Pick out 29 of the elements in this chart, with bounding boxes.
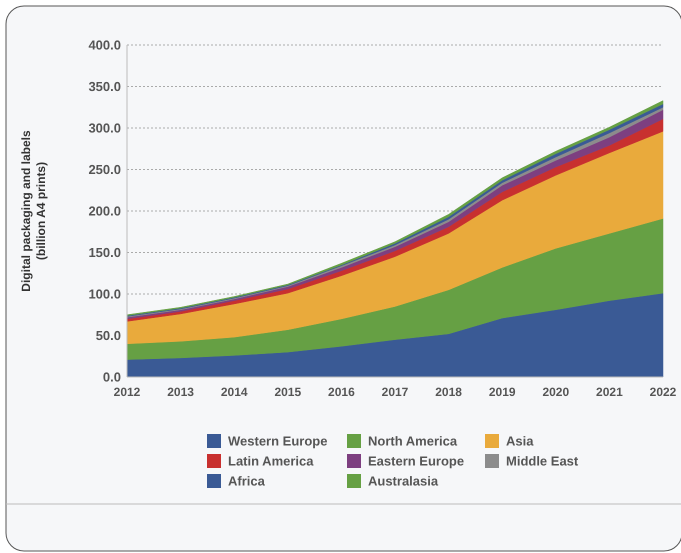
y-tick-label: 50.0 <box>96 328 121 344</box>
legend-label: Middle East <box>506 454 579 469</box>
y-tick-label: 100.0 <box>88 286 121 302</box>
x-tick-label: 2015 <box>274 385 302 399</box>
y-tick-label: 300.0 <box>88 120 121 136</box>
y-tick-label: 150.0 <box>88 245 121 260</box>
y-tick-label: 400.0 <box>88 38 121 53</box>
x-tick-label: 2020 <box>542 385 570 399</box>
x-tick-label: 2012 <box>114 385 141 399</box>
x-tick-label: 2017 <box>382 385 409 399</box>
x-tick-label: 2019 <box>488 385 516 399</box>
x-tick-label: 2014 <box>220 385 248 399</box>
y-tick-label: 200.0 <box>88 204 121 219</box>
legend-label: Africa <box>228 474 266 489</box>
x-tick-label: 2016 <box>328 385 356 399</box>
legend-label: Asia <box>506 434 534 449</box>
legend-label: Western Europe <box>228 434 328 449</box>
x-tick-label: 2018 <box>435 385 462 399</box>
y-tick-label: 350.0 <box>88 79 121 94</box>
legend-label: North America <box>368 434 458 449</box>
x-tick-label: 2013 <box>167 385 194 399</box>
y-axis-title: Digital packaging and labels (billion A4 prints) <box>19 130 48 292</box>
x-tick-label: 2021 <box>596 385 624 399</box>
x-tick-label: 2022 <box>650 385 677 399</box>
y-tick-label: 250.0 <box>88 162 121 178</box>
legend-label: Australasia <box>368 474 439 489</box>
legend-label: Eastern Europe <box>368 454 464 469</box>
legend-label: Latin America <box>228 454 314 469</box>
y-tick-label: 0.0 <box>102 370 121 385</box>
